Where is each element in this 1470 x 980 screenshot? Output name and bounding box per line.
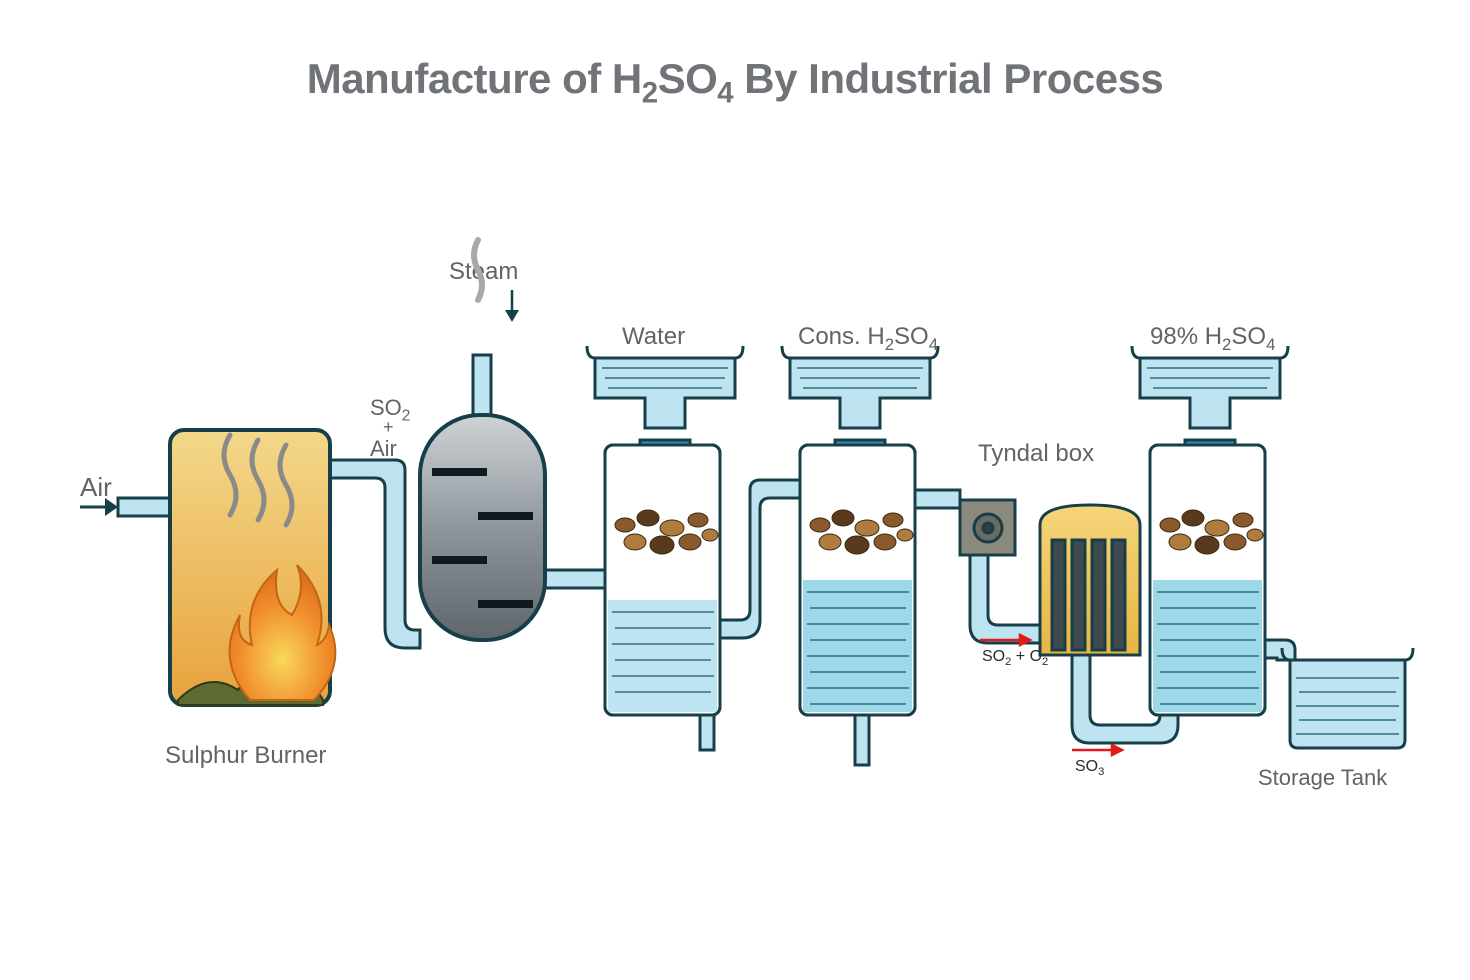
storage-tank (1282, 648, 1413, 748)
tyndal-box (960, 500, 1015, 555)
air-arrow-icon (80, 498, 118, 516)
contact-converter (1040, 505, 1140, 655)
tower-drying (782, 346, 938, 715)
tower-absorption (1132, 346, 1288, 715)
steam-arrow-icon (505, 290, 519, 322)
tower-water (587, 346, 743, 715)
diagram-svg (0, 0, 1470, 980)
waste-heat-boiler (420, 415, 545, 640)
sulphur-burner (170, 430, 335, 705)
diagram-stage: Manufacture of H2SO4 By Industrial Proce… (0, 0, 1470, 980)
steam-wisp-icon (474, 240, 482, 300)
towers (587, 346, 1288, 715)
